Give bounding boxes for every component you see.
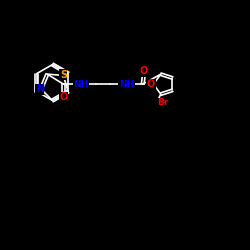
Text: O: O [59, 92, 68, 102]
Text: N: N [36, 84, 44, 94]
Text: S: S [60, 70, 67, 80]
Text: NH: NH [73, 80, 88, 89]
Text: O: O [147, 79, 155, 89]
Text: O: O [140, 66, 148, 76]
Text: NH: NH [119, 80, 134, 89]
Text: Br: Br [157, 98, 168, 107]
